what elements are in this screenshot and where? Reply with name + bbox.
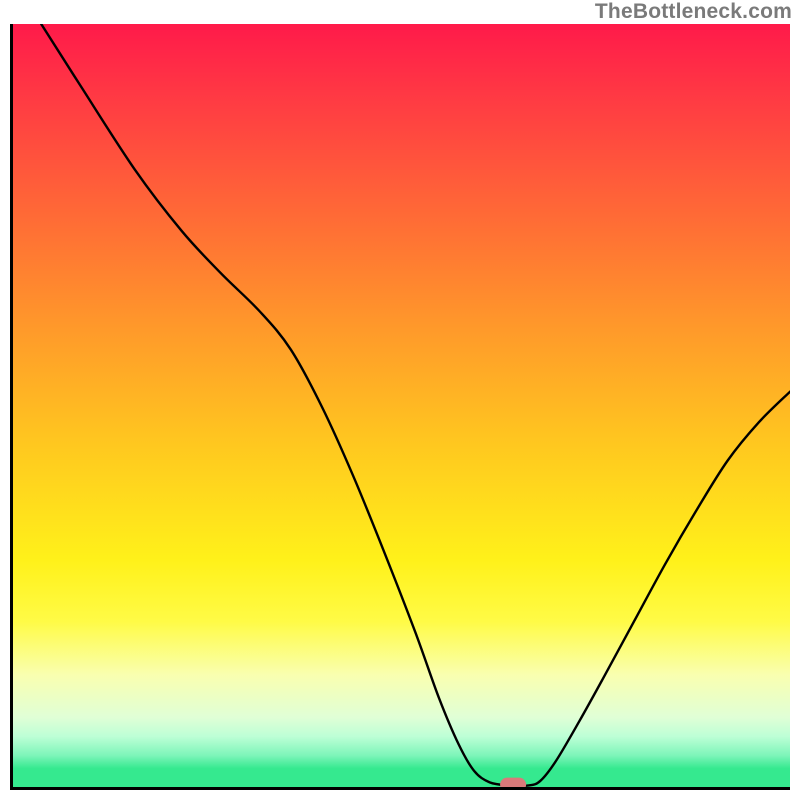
watermark-text: TheBottleneck.com: [595, 0, 792, 24]
bottleneck-curve-chart: [10, 24, 790, 790]
chart-frame: TheBottleneck.com: [0, 0, 800, 800]
gradient-background: [10, 24, 790, 790]
plot-area: [10, 24, 790, 790]
